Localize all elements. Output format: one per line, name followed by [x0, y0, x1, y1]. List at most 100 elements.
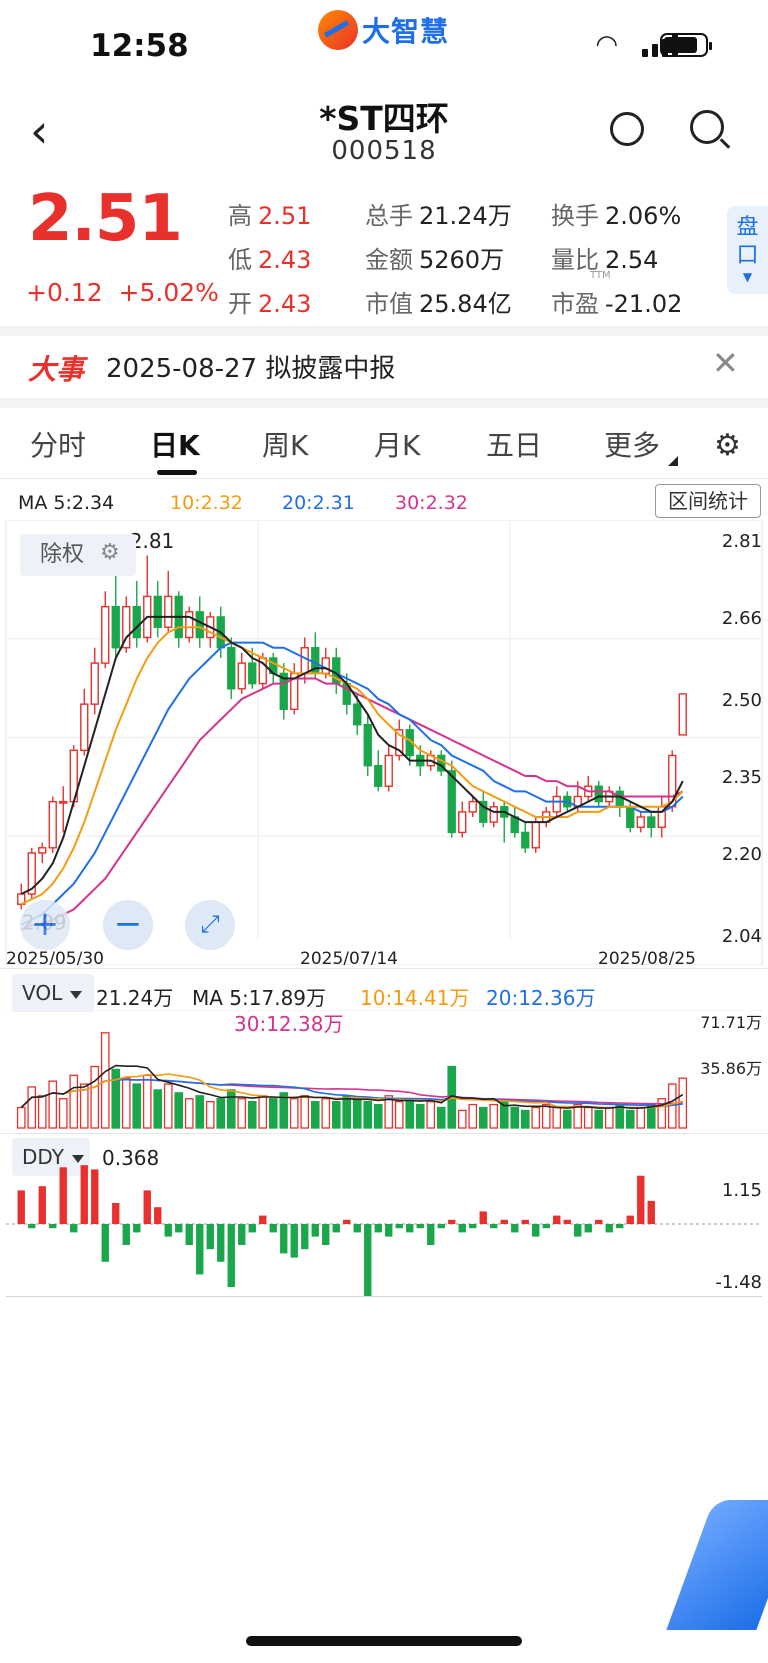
ddy-bar [574, 1224, 582, 1237]
candle-body [489, 806, 498, 823]
back-chevron-icon[interactable]: ‹ [30, 104, 49, 158]
fullscreen-expand-icon[interactable]: ⤢ [185, 900, 235, 950]
ddy-bar [206, 1224, 214, 1250]
volume-bar [153, 1089, 163, 1129]
volume-bar [247, 1100, 257, 1129]
volume-chart[interactable]: 71.71万 35.86万 [0, 1010, 768, 1132]
y-tick-label: 2.04 [722, 926, 762, 947]
zoom-out-button[interactable]: − [103, 900, 153, 950]
vol-ma10: 10:14.41万 [360, 986, 470, 1010]
tab-3[interactable]: 月K [374, 429, 421, 462]
candle-body [195, 611, 204, 639]
event-text[interactable]: 2025-08-27 拟披露中报 [106, 354, 396, 384]
vol-ma30: 30:12.38万 [234, 1012, 344, 1036]
search-icon[interactable] [690, 110, 724, 144]
ex-rights-button[interactable]: 除权 [20, 534, 136, 576]
ddy-bar [448, 1219, 456, 1224]
candle-body [615, 790, 624, 808]
ddy-bar [175, 1224, 183, 1233]
volume-bar [531, 1106, 541, 1129]
candle-body [594, 785, 603, 803]
volume-bar [573, 1103, 583, 1129]
candlestick-chart[interactable]: 2.81 2.66 2.50 2.35 2.20 2.04 2025/05/30 2025/0… [0, 520, 768, 965]
stat-value: 2.43 [258, 246, 312, 274]
stat-item: 开 2.43 [228, 284, 311, 319]
candle-body [59, 800, 68, 804]
volume-bar [279, 1092, 289, 1129]
ddy-bar [154, 1207, 162, 1224]
ddy-bar [143, 1190, 151, 1224]
divider [0, 478, 768, 479]
price-change: +0.12 +5.02% [26, 278, 219, 307]
close-icon[interactable]: ✕ [712, 344, 739, 382]
y-tick-label: 2.35 [722, 767, 762, 788]
vol-value: 21.24万 [96, 986, 174, 1010]
status-time: 12:58 [90, 28, 189, 64]
y-tick-label: 2.20 [722, 844, 762, 865]
ddy-indicator-button[interactable]: DDY [12, 1138, 90, 1176]
volume-bar [426, 1100, 436, 1129]
volume-bar [499, 1100, 509, 1129]
volume-bar [342, 1095, 352, 1129]
app-brand: 大智慧 [318, 10, 449, 50]
volume-bar [216, 1098, 226, 1129]
volume-bar [457, 1109, 467, 1129]
ddy-bar [637, 1175, 645, 1224]
pan-kou-button[interactable]: 盘口 ▼ [727, 206, 768, 294]
volume-bar [384, 1095, 394, 1129]
vol-indicator-button[interactable]: VOL [12, 974, 94, 1012]
tab-5[interactable]: 更多 [604, 429, 661, 462]
floating-action-button[interactable] [666, 1500, 768, 1630]
ma20-legend: 20:2.31 [282, 492, 355, 514]
candle-body [279, 672, 288, 710]
volume-bar [268, 1098, 278, 1129]
tab-0[interactable]: 分时 [30, 429, 87, 462]
ddy-chart[interactable]: 1.15 -1.48 [0, 1160, 768, 1296]
volume-bar [415, 1103, 425, 1129]
vol-ma5-line [20, 1064, 684, 1109]
volume-bar [16, 1106, 26, 1129]
volume-bar [541, 1103, 551, 1129]
stat-value: 5260万 [419, 246, 505, 274]
candle-body [636, 816, 645, 828]
brand-logo-icon [318, 10, 358, 50]
volume-bar [195, 1095, 205, 1129]
range-stats-button[interactable]: 区间统计 [655, 484, 761, 518]
stat-item: 量比 2.54 [551, 240, 658, 275]
candle-body [458, 811, 467, 834]
ddy-bar [395, 1224, 403, 1229]
volume-bar [27, 1086, 37, 1129]
candle-body [80, 703, 89, 752]
ddy-bar [542, 1224, 550, 1229]
tab-2[interactable]: 周K [262, 429, 309, 462]
tab-4[interactable]: 五日 [486, 429, 543, 462]
gear-icon[interactable]: ⚙ [714, 428, 741, 463]
chat-icon[interactable] [610, 112, 644, 146]
ddy-y-tick: -1.48 [715, 1272, 762, 1293]
volume-bar [405, 1098, 415, 1129]
stat-value: 2.43 [258, 290, 312, 318]
ddy-bar [91, 1169, 99, 1224]
pe-ttm-tag: TTM [590, 270, 611, 281]
candle-body [678, 693, 687, 736]
zoom-in-button[interactable]: + [20, 900, 70, 950]
candle-body [531, 821, 540, 849]
volume-bar [552, 1106, 562, 1129]
volume-bar [373, 1103, 383, 1129]
volume-bar [436, 1106, 446, 1129]
stat-value: 2.54 [605, 246, 659, 274]
tab-1[interactable]: 日K [150, 429, 200, 462]
volume-bar [258, 1095, 268, 1129]
ddy-bar [385, 1224, 393, 1237]
volume-bar [520, 1109, 530, 1129]
volume-bar [48, 1080, 58, 1129]
home-indicator[interactable] [246, 1636, 522, 1646]
ddy-bar [584, 1224, 592, 1233]
settings-gear-icon[interactable]: ⚙ [100, 540, 120, 565]
ddy-bar [112, 1203, 120, 1224]
candle-body [122, 605, 131, 649]
ddy-bar [322, 1224, 330, 1245]
ddy-bar [647, 1200, 655, 1224]
ddy-bar [353, 1224, 361, 1233]
ddy-bar [259, 1215, 267, 1224]
